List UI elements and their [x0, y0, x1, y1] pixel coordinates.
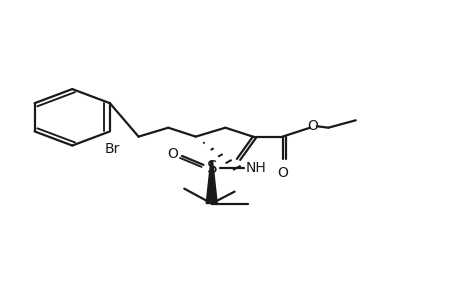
Text: O: O: [167, 148, 178, 161]
Text: S: S: [206, 159, 217, 177]
Text: O: O: [276, 166, 287, 180]
Text: O: O: [306, 119, 317, 133]
Text: Br: Br: [104, 142, 120, 156]
Polygon shape: [206, 161, 217, 203]
Text: NH: NH: [246, 161, 266, 175]
